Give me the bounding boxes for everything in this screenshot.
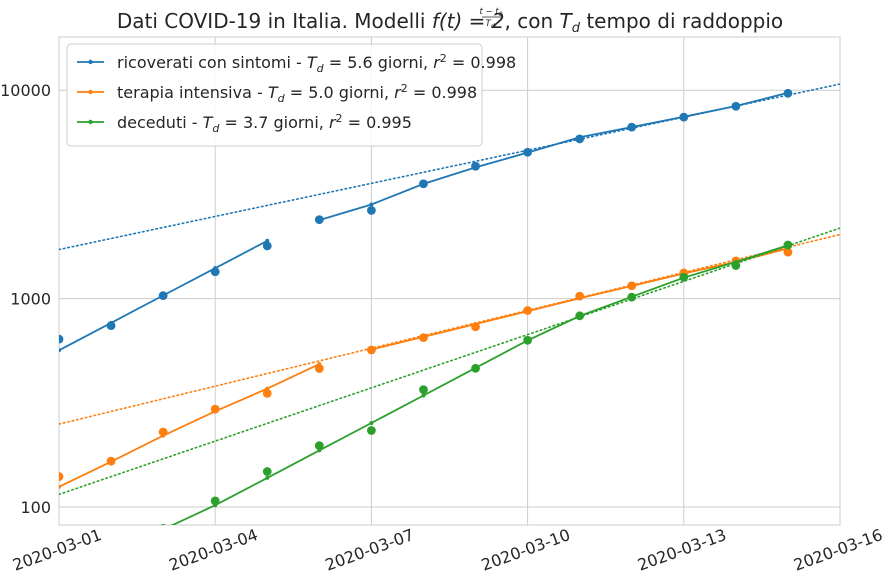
deceduti-data-point (419, 385, 428, 394)
terapia-data-point (367, 345, 376, 355)
terapia-data-point (314, 364, 324, 373)
plot-area (59, 83, 840, 532)
ricoverati-data-point (523, 147, 532, 157)
plot-frame (58, 36, 841, 526)
series-deceduti (59, 227, 840, 532)
ricoverati-fit-marker (369, 202, 374, 207)
title-prefix: Dati COVID-19 in Italia. Modelli (117, 9, 432, 33)
deceduti-data-point (210, 496, 220, 506)
deceduti-fit-marker (369, 421, 374, 426)
ricoverati-data-point (783, 88, 793, 98)
title-var-sub: d (572, 21, 581, 36)
legend-marker-deceduti (88, 119, 93, 125)
legend-marker-terapia (88, 89, 93, 95)
deceduti-fit-line (170, 244, 789, 525)
exponent-denominator: Td (485, 19, 494, 30)
ricoverati-data-point (731, 101, 741, 111)
deceduti-data-point (523, 335, 532, 345)
ricoverati-data-point (627, 122, 637, 132)
deceduti-data-point (262, 467, 272, 476)
terapia-data-point (158, 427, 168, 437)
ricoverati-data-point (471, 161, 480, 171)
legend-label-deceduti: deceduti - Td = 3.7 giorni, r2 = 0.995 (117, 112, 412, 135)
ricoverati-data-point (419, 179, 428, 189)
deceduti-fit-marker (265, 475, 270, 480)
deceduti-data-point (679, 272, 689, 282)
legend-box (66, 43, 483, 147)
ricoverati-data-point (210, 267, 220, 277)
y-tick-label: 1000 (10, 290, 51, 309)
deceduti-data-point (627, 292, 637, 302)
title-formula: f(t) = 2 (432, 9, 505, 33)
ricoverati-data-point (59, 334, 64, 344)
ricoverati-data-point (314, 215, 324, 225)
deceduti-data-point (575, 311, 585, 321)
terapia-data-point (419, 333, 428, 343)
ricoverati-data-point (106, 321, 116, 331)
x-tick-label: 2020-03-01 (10, 525, 104, 575)
ricoverati-data-point (367, 205, 376, 215)
terapia-data-point (210, 404, 220, 414)
deceduti-data-point (471, 363, 480, 373)
terapia-data-point (575, 291, 585, 301)
terapia-data-point (471, 322, 480, 332)
terapia-data-point (627, 281, 637, 291)
deceduti-data-point (783, 240, 793, 250)
legend-entry-terapia: terapia intensiva - Td = 5.0 giorni, r2 … (77, 82, 477, 105)
deceduti-data-point (731, 261, 741, 270)
title-middle: , con (505, 9, 560, 33)
terapia-data-point (523, 306, 532, 315)
legend-marker-ricoverati (88, 59, 93, 65)
y-tick-label: 10000 (0, 81, 51, 100)
terapia-trend-line (59, 233, 840, 425)
x-tick-label: 2020-03-13 (635, 525, 729, 575)
chart-title: Dati COVID-19 in Italia. Modelli f(t) = … (117, 9, 783, 36)
x-tick-label: 2020-03-04 (166, 525, 260, 575)
terapia-fit-line (59, 363, 320, 488)
exponent-numerator: t − t0 (479, 7, 502, 18)
y-axis: 100 1000 10000 (0, 81, 51, 517)
x-tick-label: 2020-03-16 (791, 525, 885, 575)
x-tick-label: 2020-03-10 (479, 525, 573, 575)
terapia-data-point (59, 472, 64, 481)
deceduti-fit-marker (161, 528, 165, 532)
legend-label-terapia: terapia intensiva - Td = 5.0 giorni, r2 … (117, 82, 477, 105)
x-axis: 2020-03-01 2020-03-04 2020-03-07 2020-03-10… (10, 525, 885, 575)
series-ricoverati (59, 83, 840, 353)
title-var: T (559, 9, 573, 33)
ricoverati-fit-line (319, 91, 789, 221)
title-suffix: tempo di raddoppio (580, 9, 783, 33)
deceduti-fit-marker (421, 393, 426, 398)
ricoverati-data-point (679, 112, 689, 122)
terapia-data-point (262, 388, 272, 398)
ricoverati-data-point (158, 291, 168, 300)
deceduti-data-point (314, 441, 324, 451)
legend-entry-ricoverati: ricoverati con sintomi - Td = 5.6 giorni… (77, 52, 516, 75)
deceduti-trend-line (59, 227, 840, 496)
ricoverati-fit-marker (59, 348, 61, 353)
x-tick-label: 2020-03-07 (323, 525, 417, 575)
terapia-fit-marker (59, 484, 61, 489)
title-exponent: t − t0 Td (479, 7, 502, 30)
legend-entry-deceduti: deceduti - Td = 3.7 giorni, r2 = 0.995 (77, 112, 412, 135)
ricoverati-data-point (262, 241, 272, 251)
terapia-data-point (783, 247, 793, 257)
deceduti-data-point (160, 523, 166, 525)
ricoverati-data-point (575, 134, 585, 144)
terapia-data-point (106, 456, 116, 466)
legend: ricoverati con sintomi - Td = 5.6 giorni… (66, 43, 516, 147)
y-tick-label: 100 (20, 498, 51, 517)
legend-label-ricoverati: ricoverati con sintomi - Td = 5.6 giorni… (117, 52, 516, 75)
deceduti-data-point (367, 426, 376, 435)
